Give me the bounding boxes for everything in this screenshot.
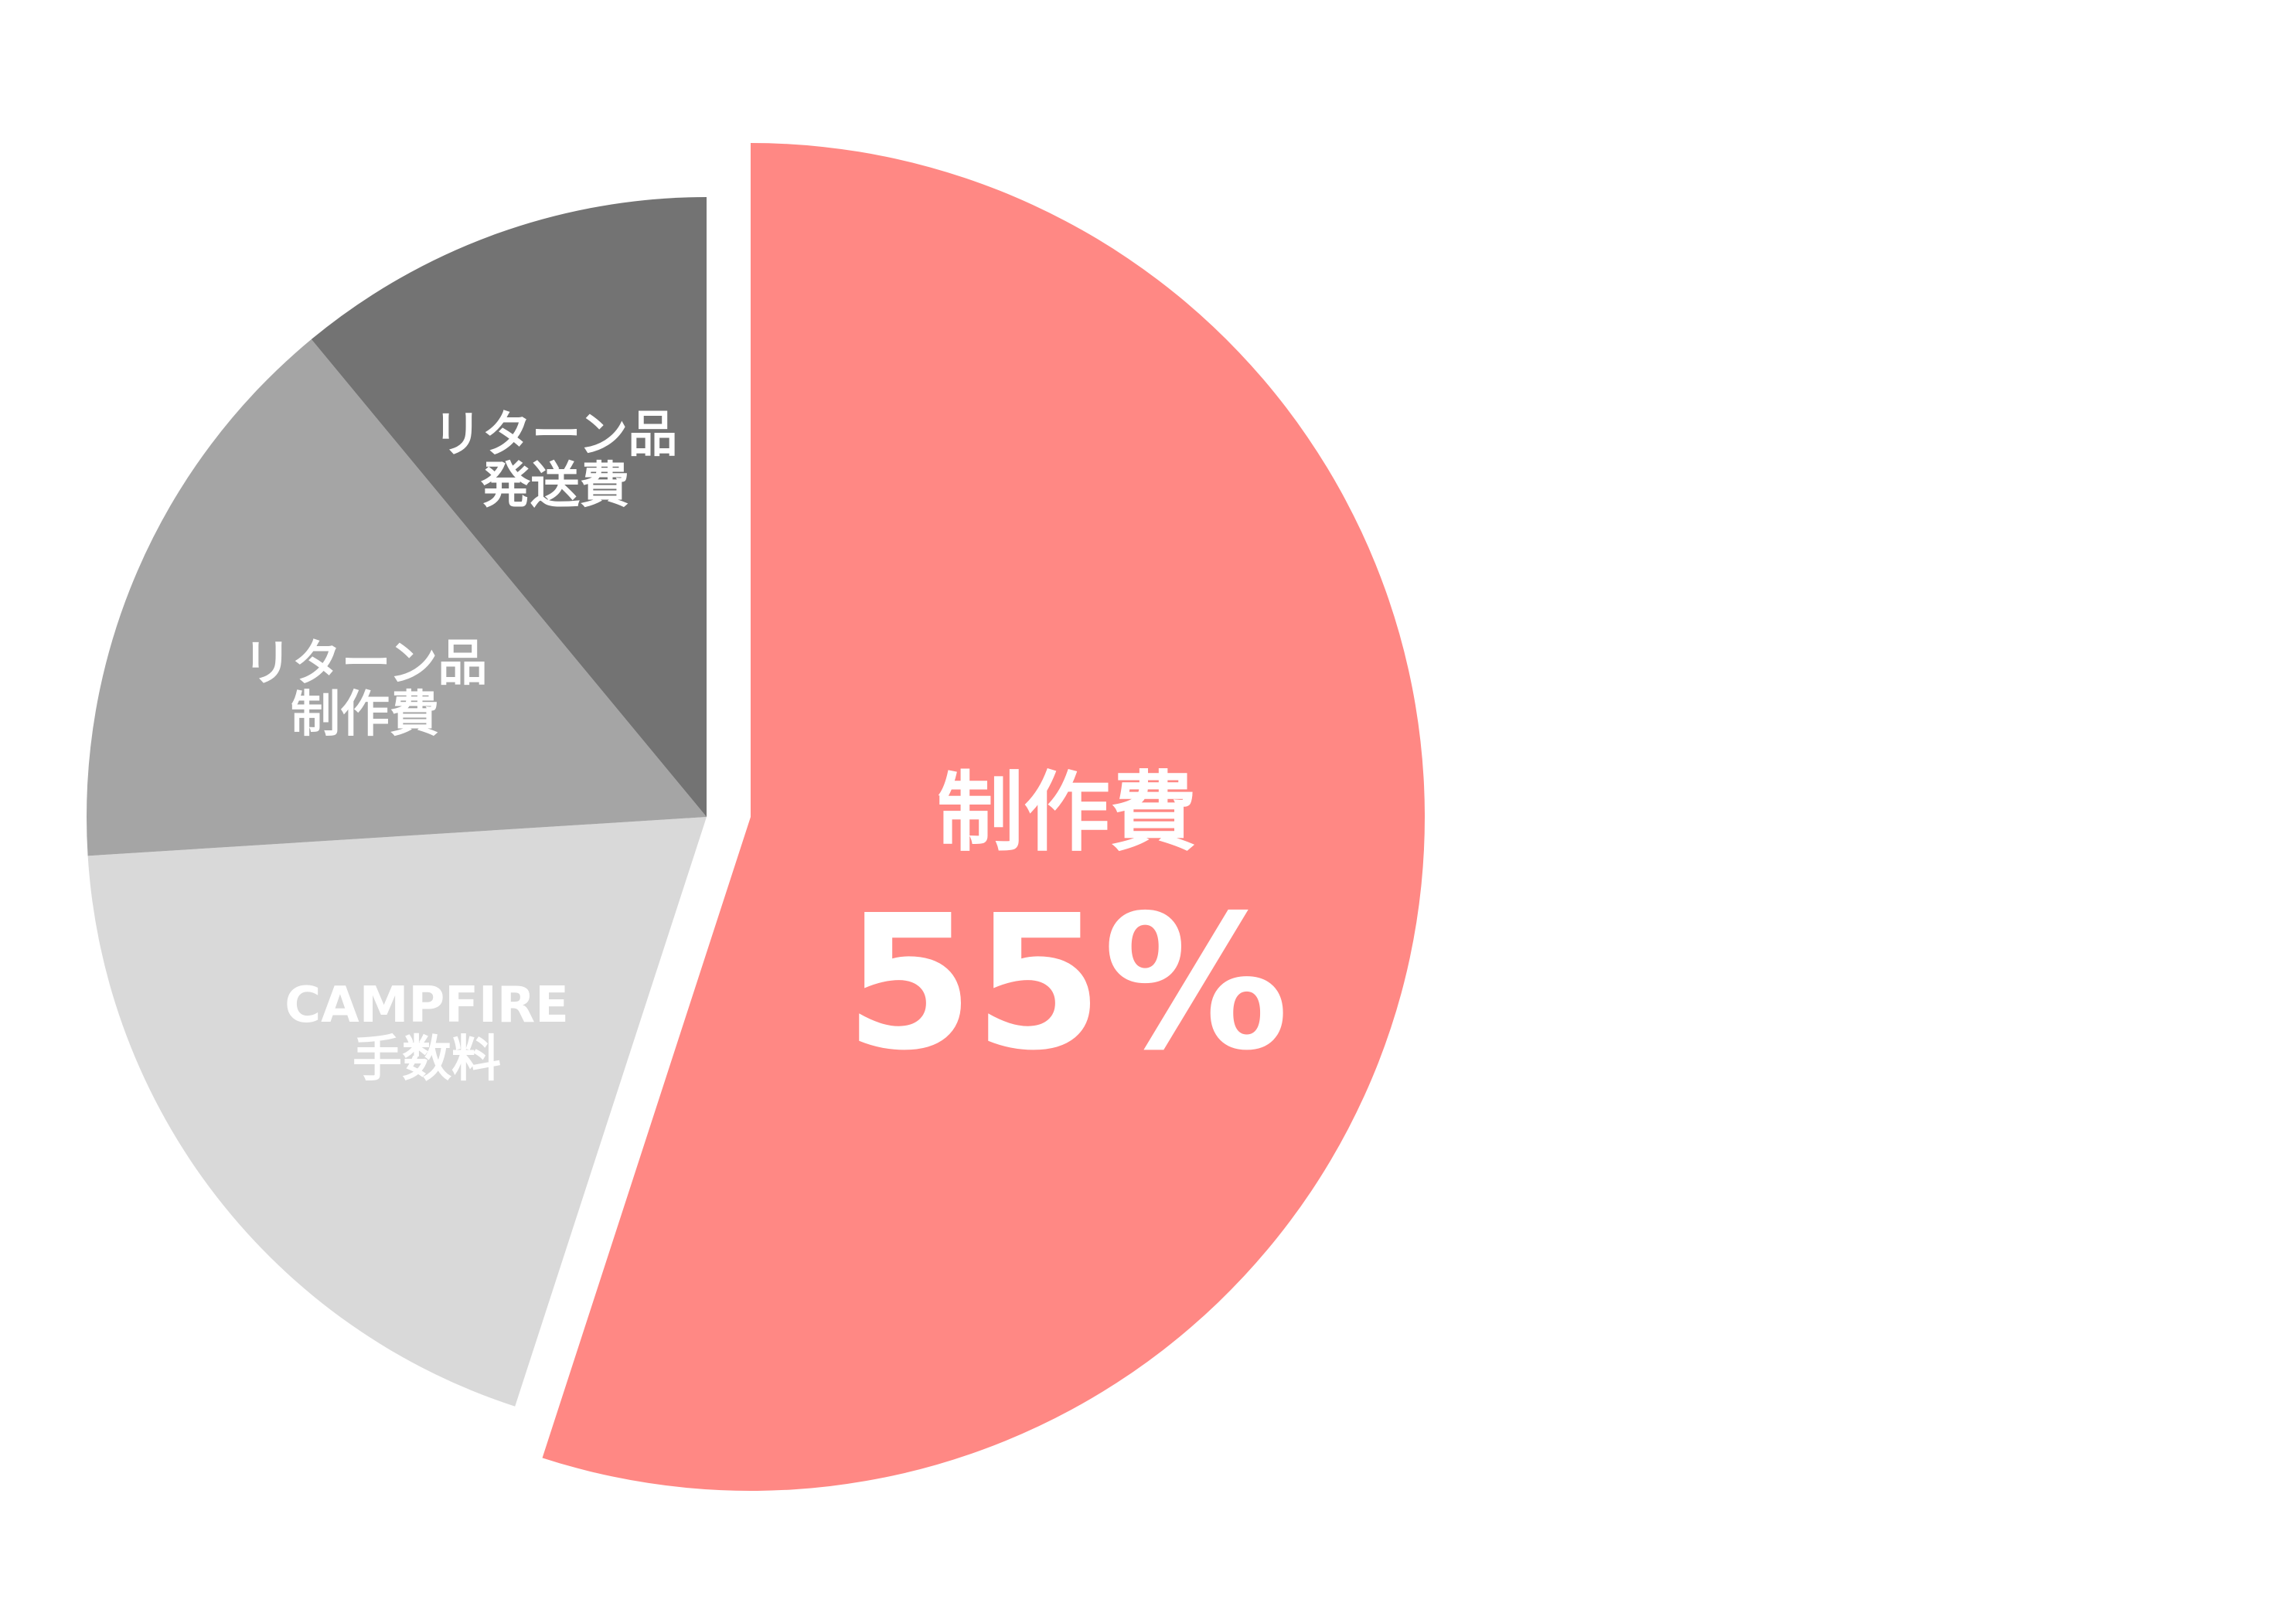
slice-campfire-fee	[87, 817, 707, 1407]
slice-return-production	[86, 339, 707, 856]
slice-label-return-production-line1: リターン品	[243, 635, 488, 692]
slice-label-return-shipping-line2: 発送費	[481, 458, 629, 515]
slice-label-campfire-line1: CAMPFIRE	[284, 977, 569, 1034]
slice-label-return-production-line2: 制作費	[291, 686, 439, 743]
slice-label-return-shipping-line1: リターン品	[433, 407, 678, 464]
slice-label-campfire-line2: 手数料	[353, 1031, 501, 1088]
slice-label-production: 制作費	[937, 763, 1197, 863]
slice-value-production: 55%	[845, 875, 1289, 1091]
slice-return-shipping	[311, 197, 707, 817]
slice-production	[542, 143, 1426, 1492]
